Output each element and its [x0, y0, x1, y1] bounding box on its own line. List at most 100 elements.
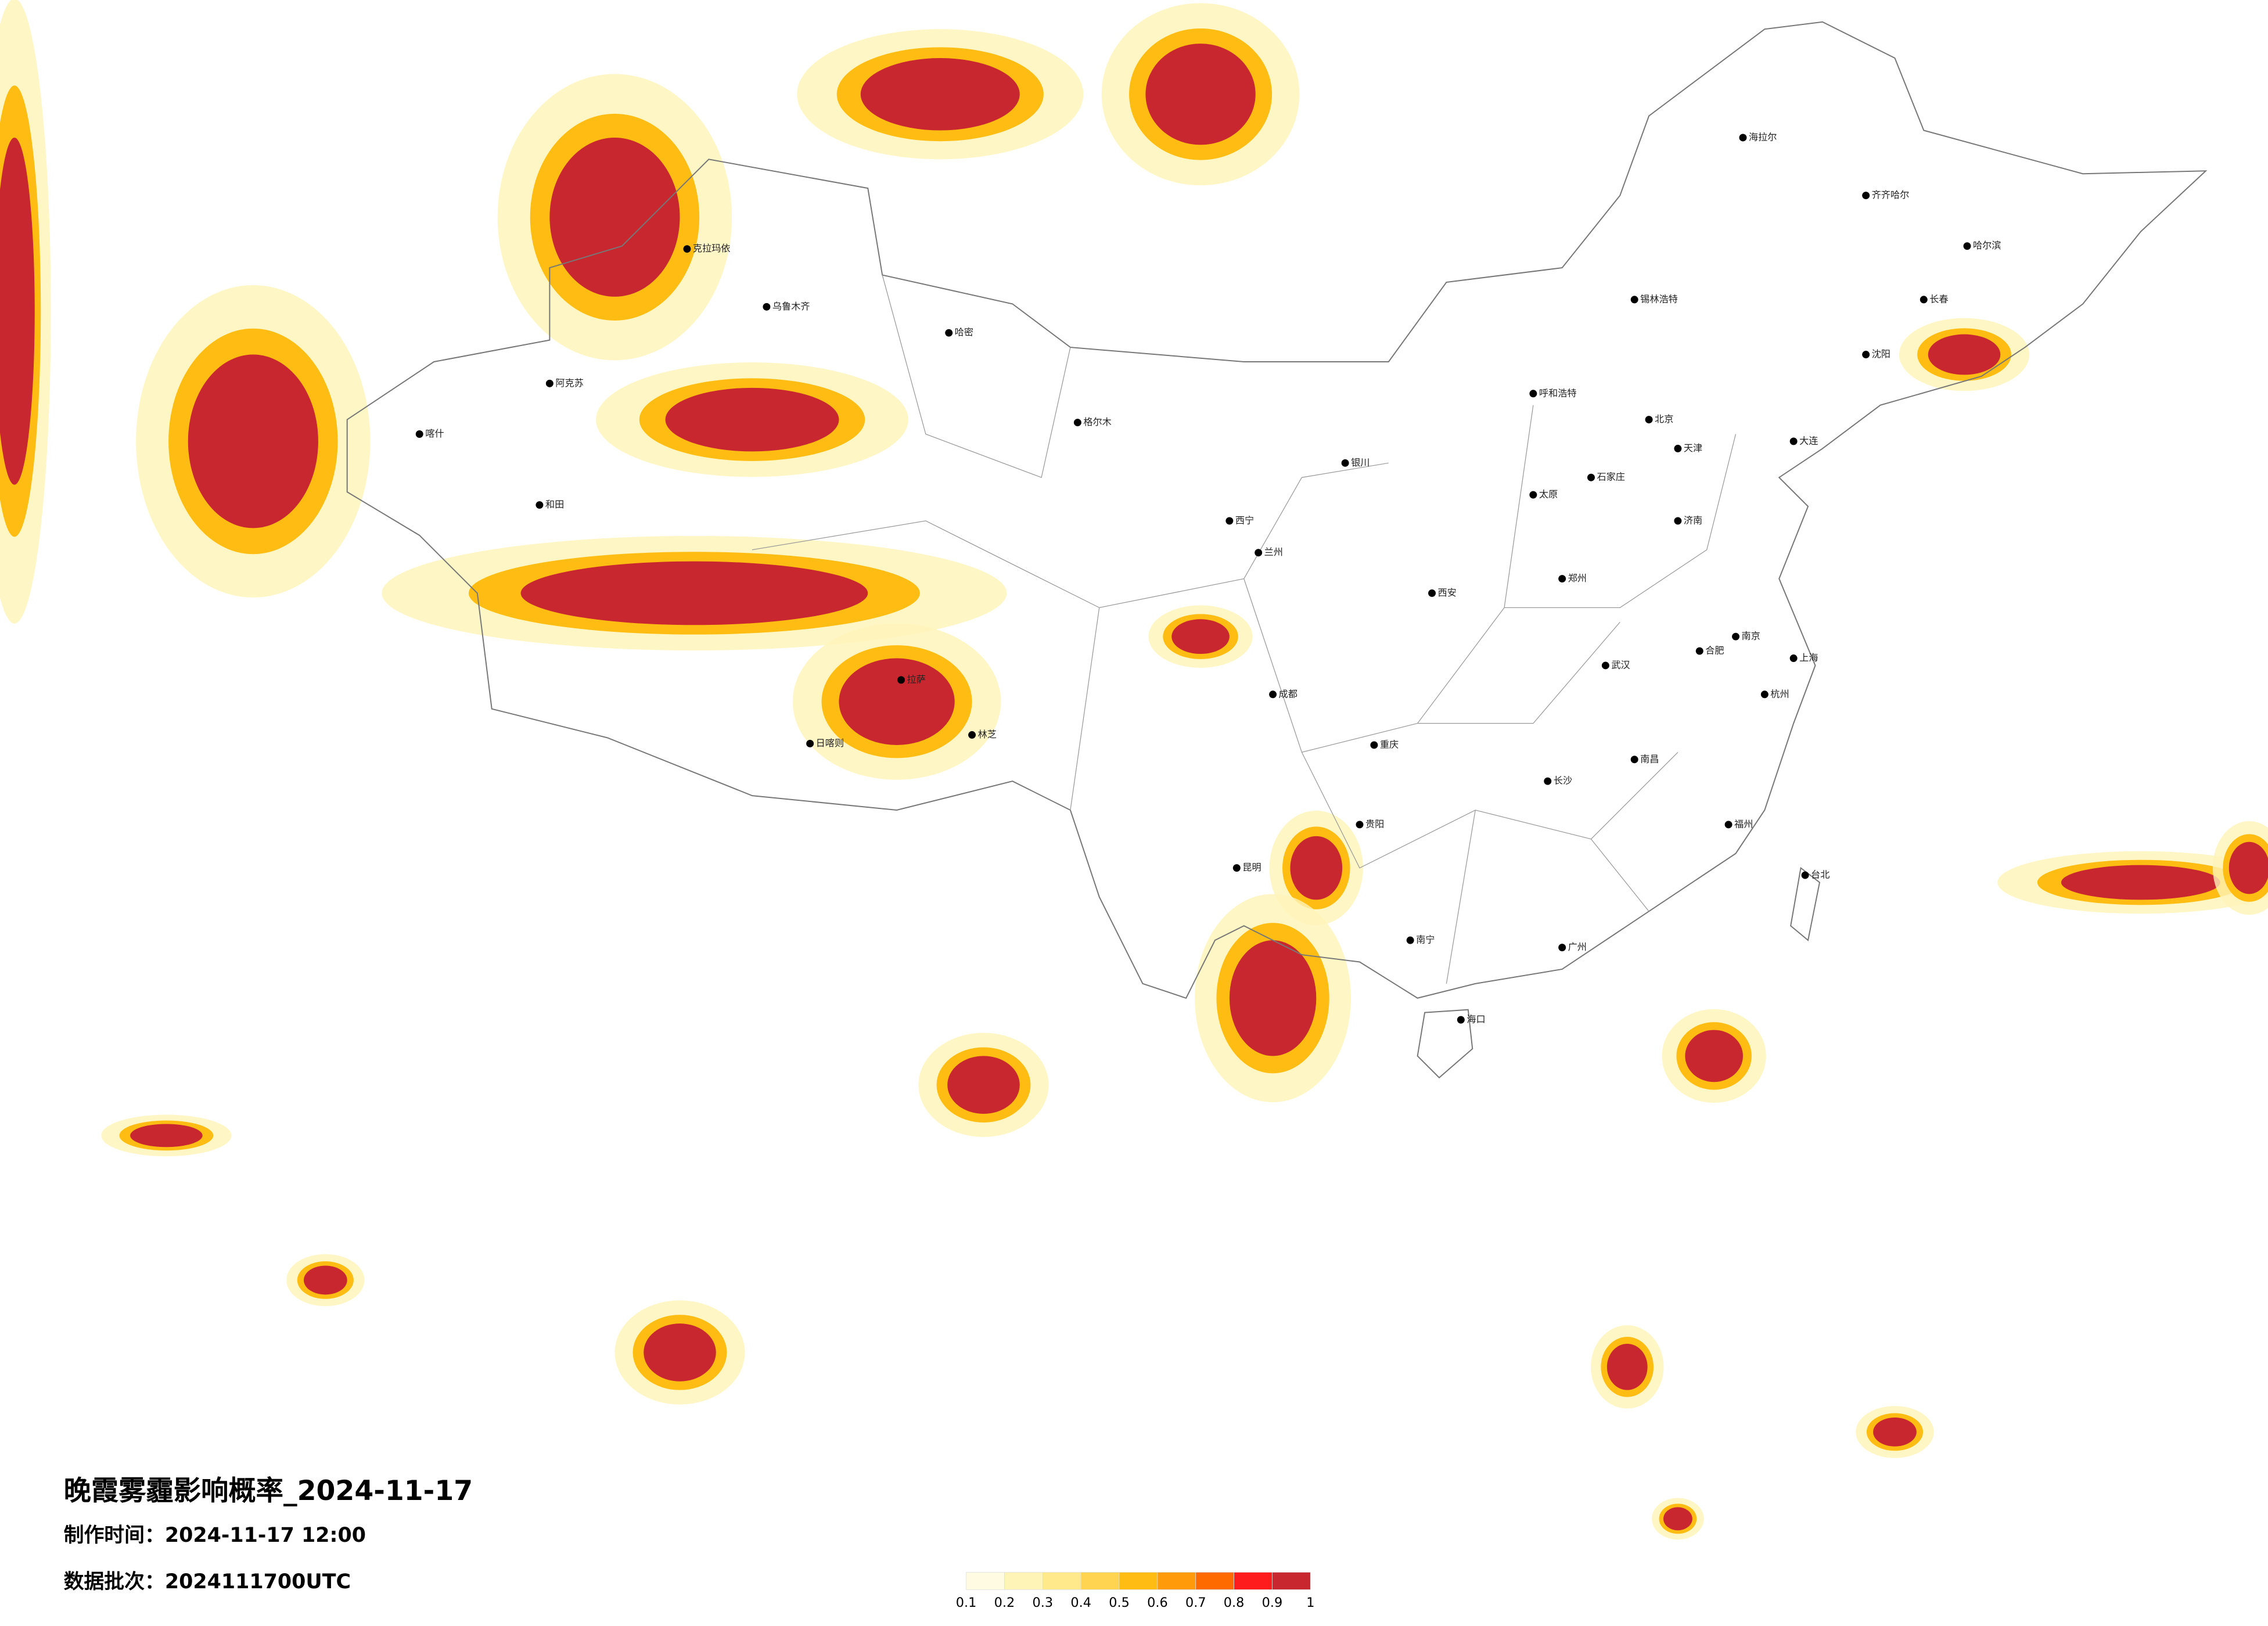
province-borders [752, 275, 1737, 984]
city-dot [1529, 390, 1537, 398]
city-label: 合肥 [1705, 645, 1724, 656]
haze-core [1606, 1343, 1648, 1390]
haze-core [549, 137, 680, 297]
city-label: 广州 [1568, 941, 1587, 952]
legend-swatch [1080, 1572, 1120, 1590]
taiwan-border [1790, 866, 1821, 941]
city-label: 海拉尔 [1749, 131, 1777, 142]
city-dot [1587, 473, 1595, 481]
city-label: 重庆 [1380, 739, 1399, 750]
legend-tick-label: 0.2 [994, 1595, 1015, 1610]
city-dot [683, 245, 691, 253]
hainan-border [1417, 1009, 1473, 1079]
haze-core [1873, 1418, 1917, 1447]
city-label: 西安 [1437, 587, 1456, 598]
city-dot [1862, 192, 1870, 200]
city-dot [1674, 444, 1682, 452]
city-dot [1370, 741, 1378, 749]
city-dot [1862, 351, 1870, 359]
legend-swatch [1195, 1572, 1234, 1590]
city-label: 太原 [1539, 489, 1558, 500]
haze-core [1928, 334, 2001, 375]
city-dot [1601, 661, 1609, 670]
city-dot [535, 501, 544, 509]
city-dot [545, 379, 553, 387]
city-dot [1255, 549, 1263, 557]
haze-core [947, 1056, 1020, 1114]
haze-core [1229, 940, 1317, 1056]
legend-tick-label: 0.4 [1070, 1595, 1091, 1610]
haze-core [188, 354, 318, 528]
city-label: 上海 [1799, 652, 1818, 663]
city-dot [1630, 756, 1638, 764]
city-dot [1269, 690, 1277, 699]
legend-tick-label: 0.7 [1185, 1595, 1206, 1610]
city-dot [1695, 647, 1703, 655]
haze-core [1290, 836, 1343, 900]
city-dot [968, 731, 976, 739]
map-title: 晚霞雾霾影响概率_2024-11-17 [64, 1475, 473, 1507]
city-dot [1645, 416, 1653, 424]
city-dot [1558, 575, 1566, 583]
city-dot [415, 430, 423, 438]
city-label: 长春 [1929, 293, 1948, 304]
city-dot [1558, 944, 1566, 952]
legend-tick-label: 0.3 [1033, 1595, 1054, 1610]
city-label: 齐齐哈尔 [1872, 189, 1910, 200]
city-label: 郑州 [1568, 573, 1587, 584]
city-label: 昆明 [1242, 862, 1261, 873]
city-label: 银川 [1351, 457, 1370, 468]
legend-swatch [1004, 1572, 1043, 1590]
city-label: 南京 [1741, 631, 1760, 642]
haze-core [303, 1265, 347, 1295]
city-dot [763, 303, 771, 311]
city-dot [1630, 296, 1638, 304]
city-label: 喀什 [425, 428, 444, 439]
city-dot [1232, 864, 1241, 872]
haze-core [665, 387, 839, 452]
haze-field [0, 0, 2268, 1540]
city-label: 克拉玛依 [693, 243, 731, 254]
legend-swatch [1157, 1572, 1196, 1590]
city-label: 日喀则 [816, 738, 844, 749]
legend-tick-label: 0.1 [956, 1595, 977, 1610]
city-dot [1073, 419, 1081, 427]
city-dot [1341, 459, 1349, 467]
haze-core [860, 57, 1020, 131]
city-dot [1963, 242, 1971, 250]
haze-core [644, 1323, 716, 1382]
haze-core [1685, 1030, 1743, 1082]
city-label: 济南 [1684, 515, 1702, 526]
city-dot [1406, 936, 1414, 944]
legend-tick-label: 0.9 [1262, 1595, 1283, 1610]
city-label: 乌鲁木齐 [772, 301, 810, 312]
city-label: 石家庄 [1597, 472, 1625, 483]
legend-swatch [966, 1572, 1005, 1590]
haze-core [2061, 865, 2220, 900]
city-label: 沈阳 [1872, 348, 1890, 359]
city-dot [1428, 589, 1436, 597]
legend-swatch [1234, 1572, 1273, 1590]
city-label: 南宁 [1416, 934, 1435, 945]
city-dot [1760, 690, 1769, 699]
haze-core [2229, 841, 2268, 894]
city-dot [897, 676, 905, 684]
haze-core [839, 658, 955, 745]
legend-tick-label: 0.6 [1147, 1595, 1168, 1610]
city-dot [1529, 491, 1537, 499]
city-label: 长沙 [1554, 775, 1572, 786]
china-border [346, 21, 2208, 999]
legend-tick-label: 0.5 [1109, 1595, 1130, 1610]
city-label: 天津 [1684, 443, 1702, 454]
city-label: 兰州 [1264, 546, 1283, 557]
color-legend: 0.1 0.2 0.3 0.4 0.5 0.6 0.7 0.8 0.9 1 [956, 1572, 1314, 1610]
city-label: 海口 [1467, 1014, 1485, 1025]
city-label: 锡林浩特 [1640, 293, 1678, 304]
haze-core [0, 138, 35, 485]
city-label: 福州 [1734, 818, 1753, 829]
city-label: 西宁 [1235, 515, 1254, 526]
city-dot [1732, 632, 1739, 641]
city-dot [945, 329, 953, 337]
city-dot [1356, 821, 1364, 829]
